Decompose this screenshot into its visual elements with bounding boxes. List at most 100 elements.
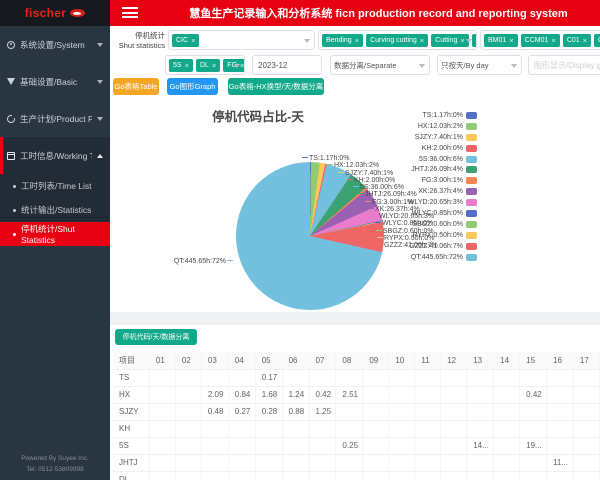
table-header-cell: 项目	[113, 352, 150, 370]
remove-tag-icon[interactable]: ×	[460, 35, 465, 45]
legend-item-kh[interactable]: KH:2.00h:0%	[408, 143, 477, 154]
sidebar-item-statistics[interactable]: 统计输出/Statistics	[0, 198, 110, 222]
legend-item-5s[interactable]: 5S:36.00h:6%	[408, 154, 477, 165]
legend-item-wlyc[interactable]: WLYC:0.85h:0%	[408, 208, 477, 219]
filter-tag-bm01[interactable]: BM01 ×	[484, 33, 518, 47]
legend-item-sjzy[interactable]: SJZY:7.40h:1%	[408, 132, 477, 143]
filter-tag-f[interactable]: F×	[471, 33, 477, 47]
filter-tag-fg[interactable]: FG ×	[223, 58, 245, 72]
tag-label: F	[476, 37, 477, 44]
table-cell	[414, 386, 442, 404]
sidebar-item-system[interactable]: 系统设置/System	[0, 26, 110, 63]
table-cell	[388, 454, 416, 472]
legend-item-qt[interactable]: QT:445.65h:72%	[408, 252, 477, 263]
table-cell	[175, 471, 202, 480]
legend-swatch	[466, 133, 477, 141]
sidebar-item-basic[interactable]: 基础设置/Basic	[0, 63, 110, 100]
filter-tag-c01[interactable]: C01 ×	[562, 33, 592, 47]
table-cell	[493, 454, 521, 472]
sidebar-item-shut-statistics[interactable]: 停机统计/Shut Statistics	[0, 222, 110, 246]
filter-tag-curving-cutting[interactable]: Curving cutting ×	[366, 33, 429, 47]
table-cell	[466, 454, 495, 472]
table-header-cell: 01	[149, 352, 176, 370]
table-mode-button[interactable]: 停机代码/天/数据分离	[115, 329, 197, 345]
sidebar-item-working-time[interactable]: 工时信息/Working Time	[0, 137, 110, 174]
go-table-button[interactable]: Go表格Table	[113, 78, 159, 95]
legend-swatch	[466, 253, 477, 261]
table-cell: 0.88	[282, 403, 310, 421]
filter-tag-bending[interactable]: Bending ×	[322, 33, 364, 47]
leader-line	[372, 215, 378, 216]
go-graph-button[interactable]: Go图形Graph	[167, 78, 218, 95]
separate-select[interactable]: 数据分离/Separate	[330, 55, 430, 75]
legend-item-sbgz[interactable]: SBGZ:0.60h:0%	[408, 219, 477, 230]
legend-item-ts[interactable]: TS:1.17h:0%	[408, 110, 477, 121]
legend-swatch	[466, 242, 477, 250]
filter-tag-ccm01[interactable]: CCM01 ×	[520, 33, 560, 47]
remove-tag-icon[interactable]: ×	[419, 35, 425, 45]
menu-icon[interactable]	[122, 7, 138, 21]
legend-item-gzzz[interactable]: GZZZ:41.06h:7%	[408, 241, 477, 252]
pie-chart[interactable]	[236, 162, 384, 310]
table-cell	[282, 437, 310, 455]
filter-tag-5s[interactable]: 5S ×	[169, 58, 193, 72]
remove-tag-icon[interactable]: ×	[551, 35, 556, 45]
chevron-down-icon	[511, 64, 517, 68]
remove-tag-icon[interactable]: ×	[582, 35, 588, 45]
leader-line	[347, 178, 353, 180]
row-name-cell: 5S	[113, 437, 150, 455]
sidebar-item-product-plan[interactable]: 生产计划/Product Plan	[0, 100, 110, 137]
legend-item-fg[interactable]: FG:3.00h:1%	[408, 175, 477, 186]
filter-tag-cutting[interactable]: Cutting ×	[431, 33, 469, 47]
table-cell	[493, 471, 521, 480]
table-cell	[282, 369, 310, 387]
table-cell	[149, 386, 176, 404]
legend-item-hx[interactable]: HX:12.03h:2%	[408, 121, 477, 132]
legend-item-xk[interactable]: XK:26.37h:4%	[408, 186, 477, 197]
filter-tag-dl[interactable]: DL ×	[195, 58, 221, 72]
separate-value: 数据分离/Separate	[334, 60, 397, 70]
leader-line	[375, 222, 381, 224]
legend-swatch	[466, 166, 477, 174]
chart-legend: TS:1.17h:0% HX:12.03h:2% SJZY:7.40h:1% KH:2…	[408, 110, 477, 262]
byday-select[interactable]: 只按天/By day	[437, 55, 522, 75]
table-cell: 0.28	[255, 403, 283, 421]
shift-select[interactable]: 5S × DL × FG ×	[165, 55, 245, 75]
remove-tag-icon[interactable]: ×	[211, 60, 217, 70]
remove-tag-icon[interactable]: ×	[240, 60, 245, 70]
table-cell	[440, 454, 468, 472]
chevron-down-icon	[97, 116, 103, 121]
table-header-cell: 17	[573, 352, 600, 370]
table-cell: 0.84	[228, 386, 256, 404]
filter-tag-c02[interactable]: C02×	[594, 33, 600, 47]
remove-tag-icon[interactable]: ×	[354, 35, 360, 45]
legend-item-rypx[interactable]: RYPX:0.50h:0%	[408, 230, 477, 241]
month-input[interactable]	[252, 55, 322, 75]
display-graph-input[interactable]	[528, 55, 600, 75]
process-select[interactable]: Bending×Curving cutting×Cutting×F×	[318, 30, 477, 50]
table-cell	[175, 454, 202, 472]
legend-item-wlyd[interactable]: WLYD:20.65h:3%	[408, 197, 477, 208]
row-name-cell: HX	[113, 386, 150, 404]
table-row-kh: KH	[113, 420, 600, 438]
remove-tag-icon[interactable]: ×	[509, 35, 514, 45]
remove-tag-icon[interactable]: ×	[184, 60, 189, 70]
leader-line	[327, 164, 333, 166]
remove-tag-icon[interactable]: ×	[191, 35, 196, 45]
table-header-cell: 09	[362, 352, 390, 370]
table-cell	[282, 420, 310, 438]
legend-item-jhtj[interactable]: JHTJ:26.09h:4%	[408, 164, 477, 175]
shut-table: 项目 01 02 03 04 05 06 07 08 09 10 11 12 13 14 15 16 17 TS 0.…	[113, 352, 600, 480]
table-cell	[440, 403, 468, 421]
shut-code-select[interactable]: CIC ×	[168, 30, 315, 50]
go-table-hx-button[interactable]: Go表格-HX换型/天/数据分离	[228, 78, 324, 95]
legend-label: WLYD:20.65h:3%	[407, 199, 463, 207]
sidebar-item-time-list[interactable]: 工时列表/Time List	[0, 174, 110, 198]
table-cell	[388, 403, 416, 421]
legend-label: 5S:36.00h:6%	[419, 155, 463, 163]
filter-tag-cic[interactable]: CIC ×	[172, 33, 200, 47]
leader-line	[358, 193, 364, 195]
machine-select[interactable]: BM01×CCM01×C01×C02×	[480, 30, 600, 50]
table-cell	[149, 420, 176, 438]
